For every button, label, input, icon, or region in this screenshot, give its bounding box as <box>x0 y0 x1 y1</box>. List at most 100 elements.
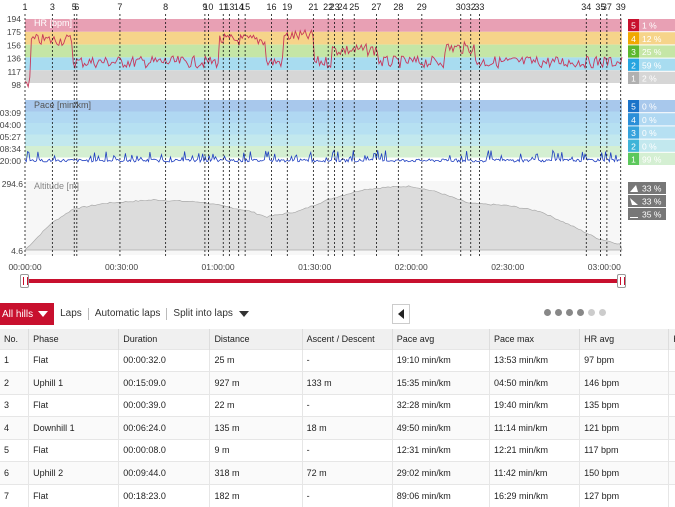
hr-zone-pct-bg <box>628 45 675 58</box>
automatic-laps-link[interactable]: Automatic laps <box>89 308 168 320</box>
pace-zone-pct-bg <box>628 113 675 126</box>
slider-handle-start[interactable] <box>20 274 29 288</box>
slider-handle-end[interactable] <box>617 274 626 288</box>
table-cell: 121 bpm <box>579 416 670 439</box>
lap-marker-label: 5 <box>72 2 77 12</box>
hr-panel-title: HR [bpm] <box>34 18 72 28</box>
column-header[interactable]: Pace avg <box>392 329 491 349</box>
pace-zone-percent: 0 % <box>642 141 657 151</box>
column-header[interactable]: H <box>668 329 675 349</box>
table-row[interactable]: 6 Uphill 2 00:09:44.0 318 m 72 m 29:02 min/km… <box>0 461 675 484</box>
pace-zone-percent: 0 % <box>642 128 657 138</box>
altitude-area <box>24 181 623 255</box>
table-cell: 19:40 min/km <box>489 393 581 417</box>
caret-down-icon <box>238 311 249 317</box>
hr-zone-percent: 25 % <box>642 47 662 57</box>
table-row[interactable]: 3 Flat 00:00:39.0 22 m -32:28 min/km 19:40 mi… <box>0 393 675 417</box>
table-cell <box>668 438 675 462</box>
table-cell: - <box>302 438 393 462</box>
uphill-icon <box>630 185 638 192</box>
pace-zone-bands <box>25 100 622 158</box>
table-cell: 00:15:09.0 <box>118 371 211 394</box>
page-dot[interactable] <box>577 309 584 316</box>
table-row[interactable]: 7 Flat 00:18:23.0 182 m -89:06 min/km 16:29 m… <box>0 483 675 507</box>
hr-zone-band-4 <box>25 31 622 45</box>
lap-marker-label: 11 <box>219 2 228 12</box>
hr-zone-badge <box>628 71 639 84</box>
pace-zone-band-1 <box>25 146 622 158</box>
table-cell: 18 m <box>302 416 393 439</box>
split-into-laps-dropdown[interactable]: Split into laps <box>167 308 254 320</box>
table-cell: 00:06:24.0 <box>118 416 211 439</box>
hr-zone-band-2 <box>25 57 622 71</box>
column-header[interactable]: No. <box>0 329 30 349</box>
pace-zone-number: 4 <box>631 115 636 125</box>
table-cell: 6 <box>0 461 30 484</box>
column-header[interactable]: Duration <box>118 329 211 349</box>
hr-below-zone <box>25 83 622 90</box>
table-cell: Uphill 1 <box>28 371 120 394</box>
split-into-laps-label: Split into laps <box>173 308 233 319</box>
hr-zone-number: 1 <box>631 74 636 84</box>
table-row[interactable]: 5 Flat 00:00:08.0 9 m -12:31 min/km 12:21 min… <box>0 438 675 462</box>
table-cell: 1 <box>0 348 30 372</box>
table-cell <box>668 393 675 417</box>
scroll-left-button[interactable] <box>392 304 410 324</box>
lap-marker-label: 27 <box>371 2 381 12</box>
laps-link[interactable]: Laps <box>54 308 89 320</box>
lap-marker-label: 28 <box>393 2 403 12</box>
hr-tick-label: 117 <box>7 67 21 77</box>
table-row[interactable]: 4 Downhill 1 00:06:24.0 135 m 18 m 49:50 min/… <box>0 416 675 439</box>
hr-zone-badge <box>628 19 639 32</box>
lap-marker-label: 7 <box>117 2 122 12</box>
table-cell: 04:50 min/km <box>489 371 581 394</box>
table-cell: 25 m <box>209 348 303 372</box>
page-dot[interactable] <box>588 309 595 316</box>
column-header[interactable]: Ascent / Descent <box>302 329 393 349</box>
page-dot[interactable] <box>544 309 551 316</box>
table-cell: 00:00:39.0 <box>118 393 211 417</box>
time-tick-label: 03:00:00 <box>588 262 621 272</box>
pace-zone-badge <box>628 139 639 152</box>
table-cell: Uphill 2 <box>28 461 120 484</box>
table-cell: 12:31 min/km <box>392 438 491 462</box>
lap-marker-label: 14 <box>234 2 244 12</box>
table-cell: Flat <box>28 348 120 372</box>
hr-zone-pct-bg <box>628 19 675 32</box>
page-dot[interactable] <box>566 309 573 316</box>
altitude-stat-percent: 35 % <box>642 210 662 220</box>
time-tick-label: 00:00:00 <box>8 262 41 272</box>
table-cell: 49:50 min/km <box>392 416 491 439</box>
page-dot[interactable] <box>555 309 562 316</box>
table-cell: Flat <box>28 483 120 507</box>
time-range-slider[interactable] <box>23 279 624 283</box>
pace-zone-badge <box>628 100 639 113</box>
column-header[interactable]: Pace max <box>489 329 581 349</box>
lap-marker-lines <box>24 14 622 258</box>
column-header[interactable]: HR avg <box>579 329 670 349</box>
arrow-left-icon <box>398 309 404 319</box>
altitude-tick-label: 294.6 <box>2 179 24 189</box>
hills-filter-dropdown[interactable]: All hills <box>0 303 55 325</box>
table-row[interactable]: 2 Uphill 1 00:15:09.0 927 m 133 m 15:35 min/k… <box>0 371 675 394</box>
pace-zone-badge <box>628 126 639 139</box>
column-header[interactable]: Distance <box>209 329 303 349</box>
lap-marker-label: 29 <box>417 2 427 12</box>
lap-marker-label: 13 <box>224 2 234 12</box>
pace-series-line <box>24 149 621 164</box>
table-cell: 29:02 min/km <box>392 461 491 484</box>
table-cell: 127 bpm <box>579 483 670 507</box>
table-cell: 9 m <box>209 438 303 462</box>
page-dot[interactable] <box>599 309 606 316</box>
pace-zone-number: 5 <box>631 102 636 112</box>
hr-zone-badge <box>628 45 639 58</box>
hr-tick-label: 175 <box>7 27 21 37</box>
lap-marker-label: 1 <box>22 2 27 12</box>
lap-marker-label: 3 <box>50 2 55 12</box>
table-row[interactable]: 1 Flat 00:00:32.0 25 m -19:10 min/km 13:53 mi… <box>0 348 675 372</box>
pace-zone-percent: 0 % <box>642 102 657 112</box>
lap-marker-label: 16 <box>267 2 277 12</box>
column-header[interactable]: Phase <box>28 329 120 349</box>
